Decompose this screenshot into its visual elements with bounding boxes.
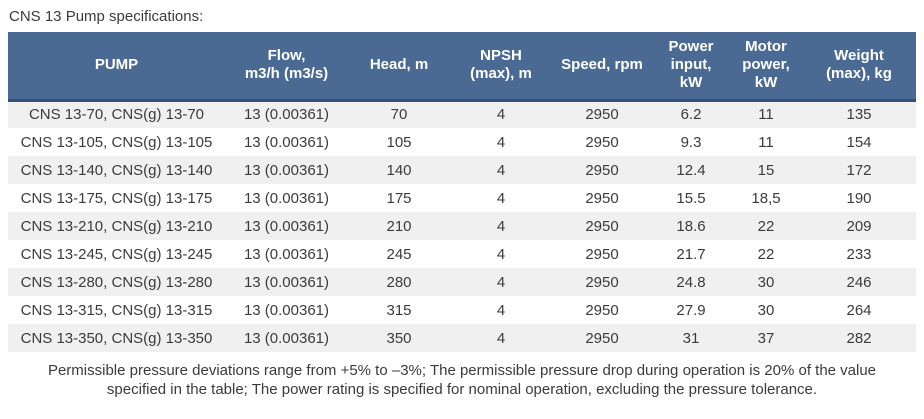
col-header-head: Head, m — [348, 32, 450, 102]
table-cell: 2950 — [585, 133, 619, 151]
table-row: CNS 13-350, CNS(g) 13-350 13 (0.00361) 350… — [8, 324, 916, 352]
table-cell: 172 — [846, 161, 872, 179]
table-cell: 4 — [496, 161, 506, 179]
table-row: CNS 13-315, CNS(g) 13-315 13 (0.00361) 315… — [8, 296, 916, 324]
table-cell: 135 — [846, 106, 872, 124]
table-cell: 37 — [757, 329, 775, 347]
table-cell: 13 (0.00361) — [243, 106, 330, 124]
table-row: CNS 13-70, CNS(g) 13-70 13 (0.00361) 70 4 29… — [8, 100, 916, 128]
table-cell: 175 — [386, 189, 412, 207]
table-row: CNS 13-105, CNS(g) 13-105 13 (0.00361) 105… — [8, 128, 916, 156]
table-cell: 4 — [496, 245, 506, 263]
table-cell: 190 — [846, 189, 872, 207]
col-header-weight: Weight (max), kg — [802, 32, 916, 102]
table-cell: 2950 — [585, 273, 619, 291]
table-cell: 4 — [496, 273, 506, 291]
table-cell: 13 (0.00361) — [243, 161, 330, 179]
table-cell: 22 — [757, 245, 775, 263]
table-cell: 264 — [846, 301, 872, 319]
table-cell: 2950 — [585, 245, 619, 263]
table-cell: 30 — [757, 273, 775, 291]
col-header-power-input: Power input, kW — [652, 32, 730, 102]
table-cell: 13 (0.00361) — [243, 189, 330, 207]
table-row: CNS 13-210, CNS(g) 13-210 13 (0.00361) 210… — [8, 212, 916, 240]
table-cell: 13 (0.00361) — [243, 301, 330, 319]
table-cell: 209 — [846, 217, 872, 235]
table-cell: 4 — [496, 106, 506, 124]
table-cell: 4 — [496, 189, 506, 207]
table-cell: 15 — [757, 161, 775, 179]
table-cell: 280 — [386, 273, 412, 291]
table-cell: 24.8 — [676, 273, 706, 291]
footnote-line-2: specified in the table; The power rating… — [106, 381, 818, 398]
table-cell: 15.5 — [676, 189, 706, 207]
table-cell: CNS 13-245, CNS(g) 13-245 — [20, 245, 213, 263]
col-header-motor-power: Motor power, kW — [730, 32, 802, 102]
table-cell: 9.3 — [680, 133, 702, 151]
footnote-line-1: Permissible pressure deviations range fr… — [47, 362, 877, 379]
table-cell: 18,5 — [751, 189, 781, 207]
table-cell: CNS 13-175, CNS(g) 13-175 — [20, 189, 213, 207]
table-cell: 21.7 — [676, 245, 706, 263]
table-cell: CNS 13-210, CNS(g) 13-210 — [20, 217, 213, 235]
table-header-row: PUMP Flow, m3/h (m3/s) Head, m NPSH (max… — [8, 32, 916, 102]
table-cell: 11 — [758, 106, 774, 124]
table-cell: CNS 13-350, CNS(g) 13-350 — [20, 329, 213, 347]
table-cell: 22 — [757, 217, 775, 235]
table-row: CNS 13-175, CNS(g) 13-175 13 (0.00361) 175… — [8, 184, 916, 212]
col-header-npsh: NPSH (max), m — [450, 32, 552, 102]
table-cell: 4 — [496, 329, 506, 347]
table-cell: 18.6 — [676, 217, 706, 235]
table-cell: 4 — [496, 217, 506, 235]
table-cell: 31 — [682, 329, 700, 347]
table-cell: 27.9 — [676, 301, 706, 319]
col-header-flow: Flow, m3/h (m3/s) — [225, 32, 348, 102]
table-cell: 13 (0.00361) — [243, 245, 330, 263]
col-header-speed: Speed, rpm — [552, 32, 652, 102]
table-cell: 210 — [386, 217, 412, 235]
table-cell: 105 — [386, 133, 412, 151]
table-cell: 70 — [390, 106, 408, 124]
table-cell: 246 — [846, 273, 872, 291]
table-cell: 233 — [846, 245, 872, 263]
table-cell: 140 — [386, 161, 412, 179]
table-cell: 282 — [846, 329, 872, 347]
footnote: Permissible pressure deviations range fr… — [0, 361, 924, 399]
table-cell: 13 (0.00361) — [243, 273, 330, 291]
table-row: CNS 13-140, CNS(g) 13-140 13 (0.00361) 140… — [8, 156, 916, 184]
table-cell: 2950 — [585, 161, 619, 179]
table-cell: 12.4 — [676, 161, 706, 179]
table-cell: CNS 13-315, CNS(g) 13-315 — [20, 301, 213, 319]
table-cell: CNS 13-140, CNS(g) 13-140 — [20, 161, 213, 179]
table-cell: CNS 13-105, CNS(g) 13-105 — [20, 133, 213, 151]
table-cell: 6.2 — [680, 106, 702, 124]
table-cell: 154 — [846, 133, 872, 151]
pump-spec-table: PUMP Flow, m3/h (m3/s) Head, m NPSH (max… — [8, 32, 916, 352]
table-body: CNS 13-70, CNS(g) 13-70 13 (0.00361) 70 4 29… — [8, 100, 916, 352]
page-title: CNS 13 Pump specifications: — [9, 8, 204, 25]
table-cell: 13 (0.00361) — [243, 133, 330, 151]
table-row: CNS 13-245, CNS(g) 13-245 13 (0.00361) 245… — [8, 240, 916, 268]
table-cell: 2950 — [585, 106, 619, 124]
table-cell: 2950 — [585, 329, 619, 347]
table-cell: 4 — [496, 133, 506, 151]
table-cell: 315 — [386, 301, 412, 319]
table-cell: 4 — [496, 301, 506, 319]
table-cell: 350 — [386, 329, 412, 347]
col-header-pump: PUMP — [8, 32, 225, 102]
table-cell: 13 (0.00361) — [243, 329, 330, 347]
table-cell: 2950 — [585, 189, 619, 207]
table-cell: CNS 13-280, CNS(g) 13-280 — [20, 273, 213, 291]
table-cell: 13 (0.00361) — [243, 217, 330, 235]
table-row: CNS 13-280, CNS(g) 13-280 13 (0.00361) 280… — [8, 268, 916, 296]
table-cell: 30 — [757, 301, 775, 319]
table-cell: 2950 — [585, 217, 619, 235]
table-cell: CNS 13-70, CNS(g) 13-70 — [28, 106, 205, 124]
table-cell: 245 — [386, 245, 412, 263]
table-cell: 2950 — [585, 301, 619, 319]
table-cell: 11 — [758, 133, 774, 151]
